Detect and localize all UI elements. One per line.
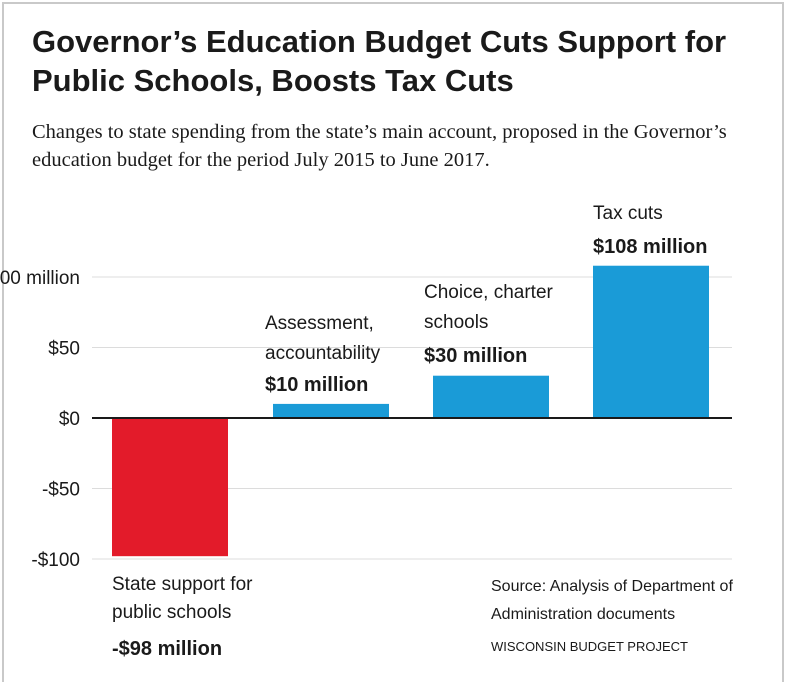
category-label: Choice, charter: [424, 282, 554, 303]
bar: [273, 403, 389, 418]
bar-chart: $100 million $50 $0 -$50 -$100 State support …: [0, 203, 732, 660]
category-label: Assessment,: [265, 313, 374, 334]
source-note: Source: Analysis of Department of Admini…: [491, 578, 733, 623]
category-label: accountability: [265, 343, 381, 364]
y-tick-label: $100 million: [0, 268, 80, 289]
chart-subtitle: Changes to state spending from the state…: [32, 121, 727, 171]
category-label: public schools: [112, 602, 231, 623]
data-label: -$98 million: [112, 638, 222, 660]
category-label: schools: [424, 312, 488, 333]
y-tick-label: -$50: [42, 480, 80, 501]
y-tick-label: $0: [59, 409, 80, 430]
category-label: State support for: [112, 574, 253, 595]
category-label: Tax cuts: [593, 203, 663, 224]
chart-title: Governor’s Education Budget Cuts Support…: [32, 24, 727, 98]
bar: [433, 375, 549, 418]
data-label: $30 million: [424, 345, 527, 367]
y-tick-label: -$100: [31, 550, 80, 571]
bar: [593, 265, 709, 418]
data-label: $108 million: [593, 236, 708, 258]
data-label: $10 million: [265, 374, 368, 396]
bar: [112, 418, 228, 557]
y-tick-label: $50: [48, 339, 80, 360]
credit-label: WISCONSIN BUDGET PROJECT: [491, 639, 688, 654]
